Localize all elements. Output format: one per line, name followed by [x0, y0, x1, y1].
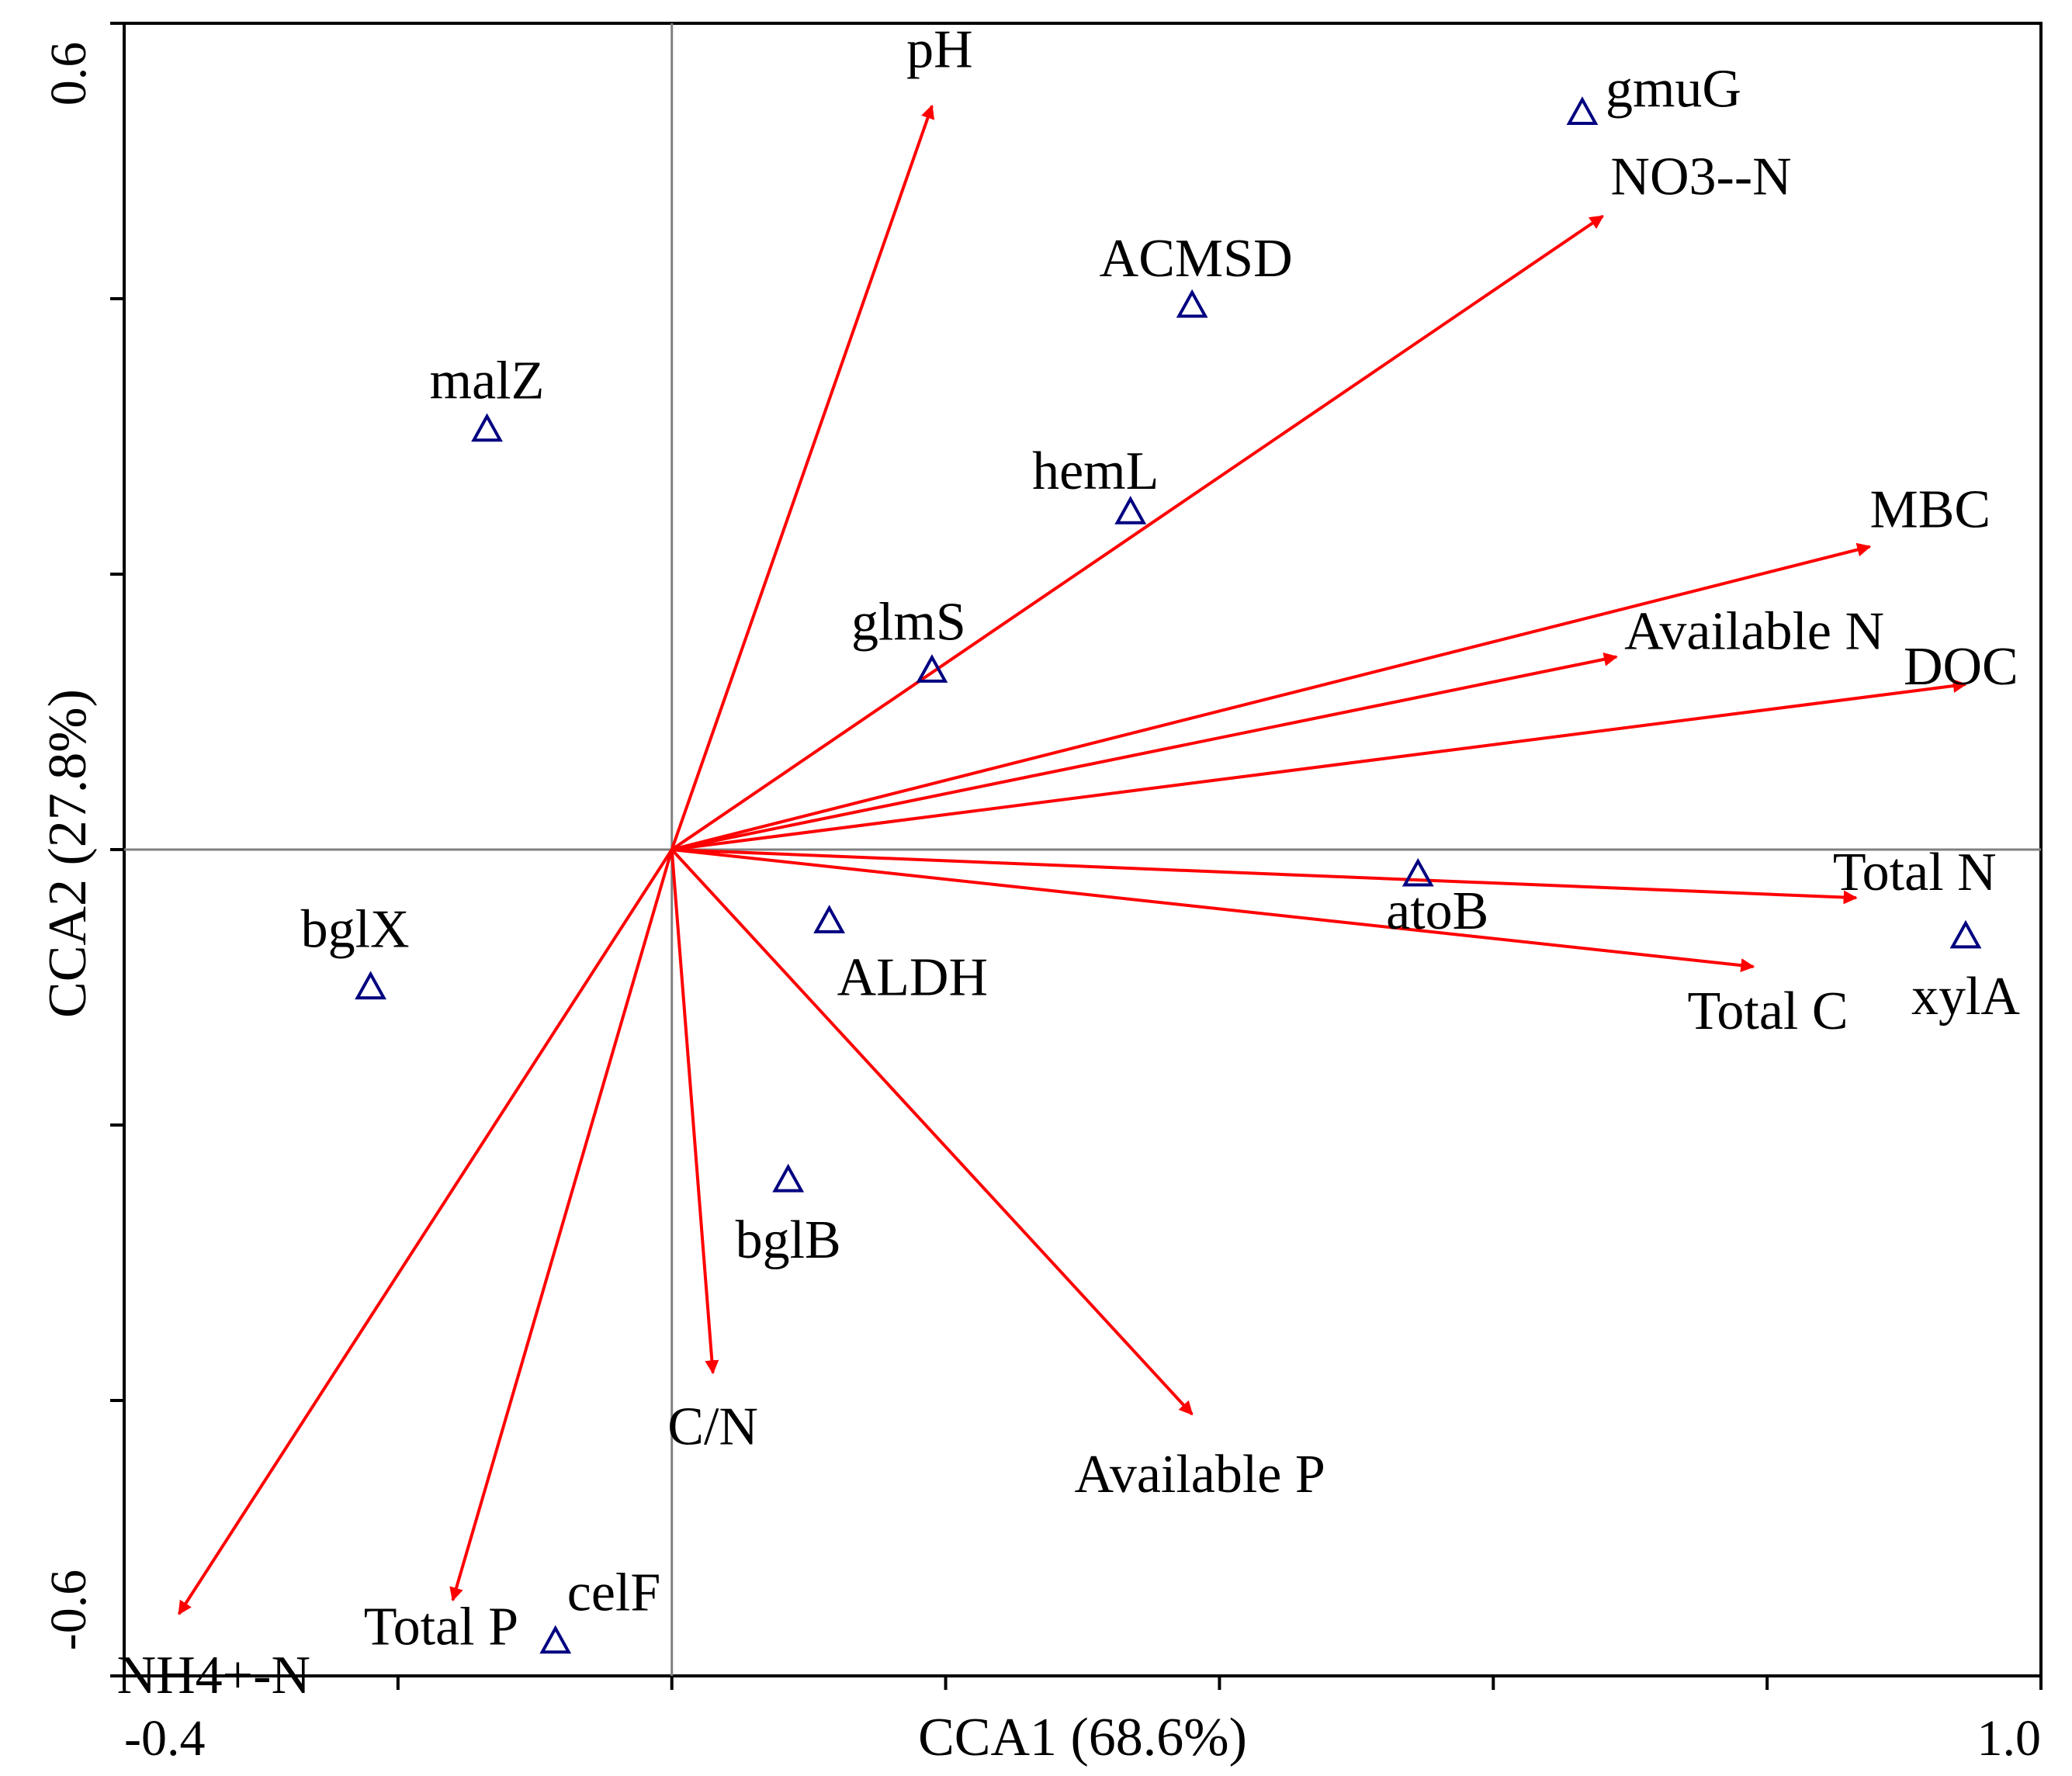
axis-ticks: [110, 22, 2043, 1690]
species-marker-gmug: [1566, 96, 1599, 125]
y-tick-label-min: -0.6: [40, 1570, 97, 1650]
vector-label-doc: DOC: [1904, 637, 2018, 697]
y-tick-label-max: 0.6: [40, 42, 97, 106]
zero-lines: [124, 23, 2041, 1676]
species-label-aldh: ALDH: [837, 947, 988, 1007]
vector-c-n: [670, 849, 719, 1375]
vector-label-c-n: C/N: [667, 1397, 758, 1457]
vector-total-c: [671, 848, 1755, 973]
vector-total-p: [449, 849, 674, 1602]
species-label-atob: atoB: [1386, 881, 1488, 941]
species-label-celf: celF: [567, 1563, 661, 1623]
species-label-bglb: bglB: [736, 1210, 841, 1270]
species-marker-bglb: [772, 1163, 805, 1193]
species-label-gmug: gmuG: [1606, 59, 1741, 119]
vector-ph: [670, 104, 935, 850]
vector-label-total-p: Total P: [364, 1597, 518, 1657]
species-label-acmsd: ACMSD: [1100, 229, 1293, 289]
vector-total-n: [671, 848, 1858, 905]
species-label-glms: glmS: [851, 592, 966, 652]
vector-no3-n: [670, 214, 1604, 851]
species-label-xyla: xylA: [1911, 967, 2020, 1026]
vector-nh4-n: [177, 848, 674, 1615]
species-marker-aldh: [813, 905, 846, 933]
vector-label-total-n: Total N: [1833, 843, 1997, 902]
species-marker-malz: [471, 413, 503, 442]
species-label-malz: malZ: [430, 351, 545, 411]
vector-mbc: [671, 542, 1872, 851]
x-tick-label-max: 1.0: [1977, 1710, 2042, 1767]
vector-available-n: [671, 652, 1618, 851]
vector-label-nh4-n: NH4+-N: [117, 1646, 310, 1705]
species-label-bglx: bglX: [301, 900, 410, 960]
species-marker-glms: [916, 654, 948, 683]
species-points: gmuG ACMSD malZ hemL glmS atoB ALDH xylA bglX bgl…: [301, 59, 2020, 1654]
y-axis-title: CCA2 (27.8%): [38, 689, 98, 1018]
vector-label-total-c: Total C: [1688, 981, 1849, 1041]
vector-doc: [671, 679, 1967, 851]
vector-label-no3-n: NO3--N: [1610, 147, 1791, 207]
x-axis-title: CCA1 (68.6%): [918, 1708, 1247, 1767]
species-marker-acmsd: [1176, 289, 1208, 318]
species-marker-xyla: [1949, 919, 1982, 949]
environment-vectors: pH NO3--N MBC Available N DOC Total N Total C A…: [117, 20, 2018, 1706]
species-label-heml: hemL: [1032, 441, 1159, 501]
species-marker-atob: [1402, 857, 1434, 887]
vector-label-available-n: Available N: [1624, 602, 1884, 662]
vector-available-p: [670, 848, 1194, 1416]
x-tick-label-min: -0.4: [124, 1710, 205, 1767]
species-marker-celf: [539, 1625, 572, 1654]
species-marker-bglx: [355, 971, 386, 1000]
species-marker-heml: [1114, 496, 1147, 524]
vector-label-mbc: MBC: [1869, 480, 1991, 540]
vector-label-ph: pH: [906, 20, 973, 80]
vector-label-available-p: Available P: [1074, 1445, 1325, 1504]
